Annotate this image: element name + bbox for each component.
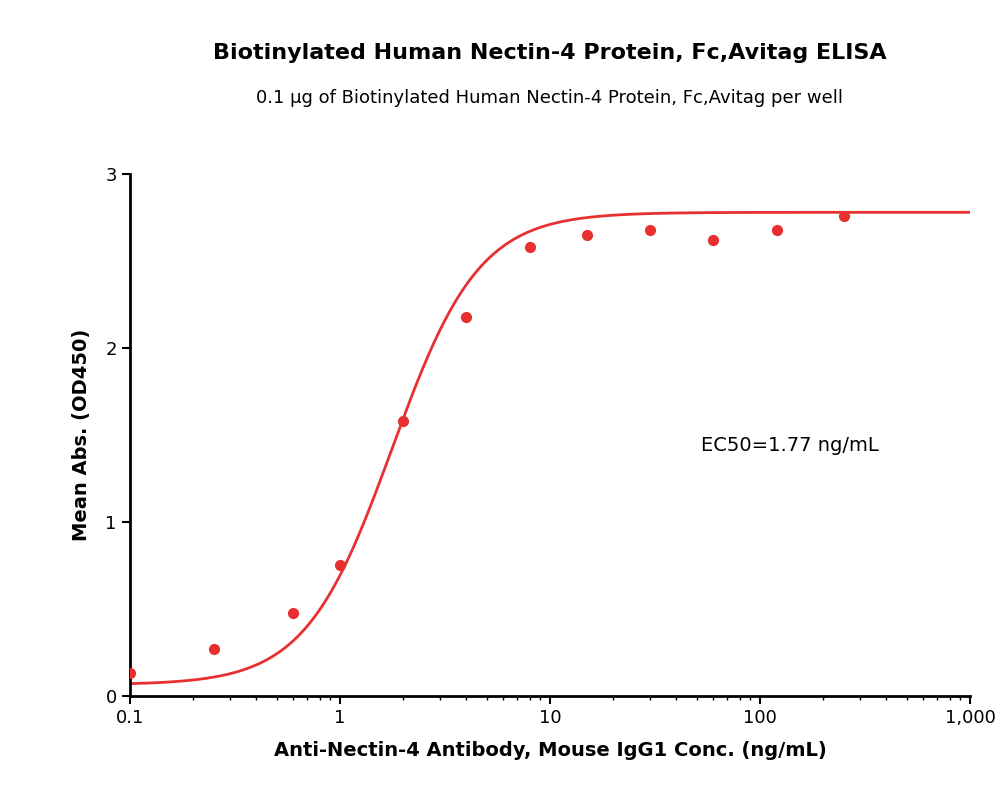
Point bbox=[836, 210, 852, 222]
Text: 0.1 μg of Biotinylated Human Nectin-4 Protein, Fc,Avitag per well: 0.1 μg of Biotinylated Human Nectin-4 Pr… bbox=[256, 89, 844, 107]
Point bbox=[705, 234, 721, 247]
Text: Biotinylated Human Nectin-4 Protein, Fc,Avitag ELISA: Biotinylated Human Nectin-4 Protein, Fc,… bbox=[213, 44, 887, 63]
Point bbox=[332, 558, 348, 571]
Point bbox=[458, 310, 474, 323]
Point bbox=[122, 666, 138, 679]
Point bbox=[206, 643, 222, 656]
Point bbox=[769, 223, 785, 236]
Y-axis label: Mean Abs. (OD450): Mean Abs. (OD450) bbox=[72, 329, 91, 541]
Point bbox=[395, 414, 411, 427]
Point bbox=[579, 229, 595, 241]
Text: EC50=1.77 ng/mL: EC50=1.77 ng/mL bbox=[701, 436, 879, 455]
Point bbox=[642, 223, 658, 236]
Point bbox=[285, 606, 301, 619]
Point bbox=[522, 240, 538, 253]
X-axis label: Anti-Nectin-4 Antibody, Mouse IgG1 Conc. (ng/mL): Anti-Nectin-4 Antibody, Mouse IgG1 Conc.… bbox=[274, 741, 826, 760]
